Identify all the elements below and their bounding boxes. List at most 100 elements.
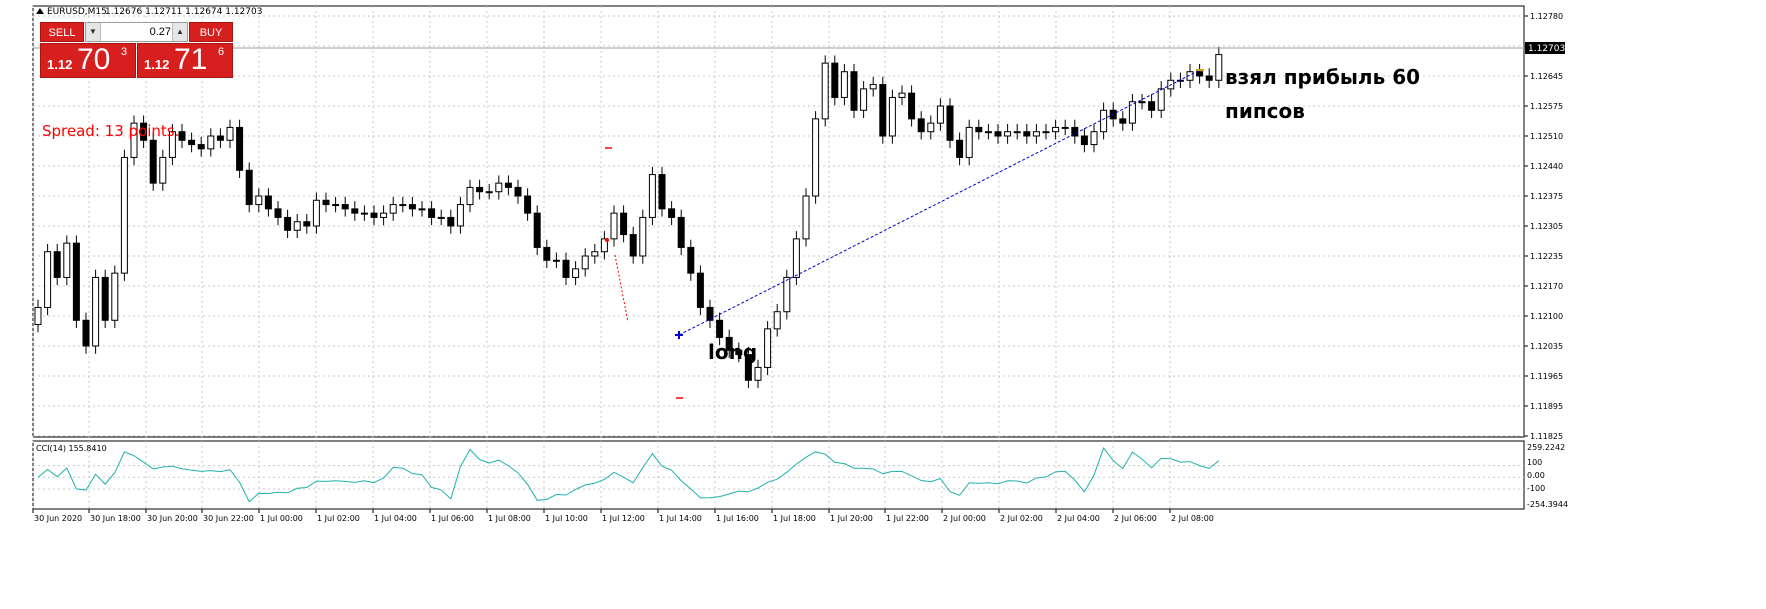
- sell-price-sup: 3: [121, 46, 128, 58]
- price-label: 1.11895: [1530, 402, 1563, 411]
- candle-body: [34, 306, 42, 326]
- time-label: 2 Jul 06:00: [1114, 514, 1157, 523]
- candle-body: [1205, 75, 1213, 81]
- candle-body: [245, 169, 253, 206]
- candle-body: [1215, 54, 1223, 81]
- sell-price-prefix: 1.12: [47, 57, 73, 72]
- candle-body: [495, 182, 503, 193]
- cci-scale-1: 100: [1527, 458, 1542, 467]
- candle-body: [831, 62, 839, 98]
- collapse-triangle-icon[interactable]: [36, 8, 44, 14]
- candle-body: [581, 255, 589, 270]
- candle-body: [716, 319, 724, 338]
- candle-body: [610, 212, 618, 240]
- candle-body: [264, 195, 272, 210]
- order-marker: [605, 238, 609, 242]
- candle-body: [1080, 135, 1088, 146]
- lot-decrease-icon[interactable]: ▼: [86, 23, 101, 41]
- candle-body: [600, 238, 608, 253]
- cci-scale-3: -100: [1527, 484, 1545, 493]
- time-label: 1 Jul 18:00: [773, 514, 816, 523]
- lot-size-input[interactable]: [101, 24, 173, 40]
- current-price-tag: [1525, 42, 1565, 54]
- candle-body: [53, 251, 61, 278]
- candle-body: [360, 212, 368, 215]
- order-line: [614, 254, 629, 323]
- time-label: 30 Jun 2020: [34, 514, 82, 523]
- candle-body: [754, 366, 762, 381]
- sell-price-button[interactable]: 1.12 70 3: [40, 43, 136, 78]
- spread-label: Spread: 13 points.: [42, 122, 179, 140]
- candle-body: [840, 71, 848, 98]
- sell-button[interactable]: SELL: [40, 22, 84, 42]
- time-label: 1 Jul 00:00: [260, 514, 303, 523]
- lot-increase-icon[interactable]: ▲: [172, 23, 187, 41]
- candle-body: [111, 272, 119, 321]
- candle-body: [706, 306, 714, 321]
- candle-body: [1061, 126, 1069, 129]
- candle-body: [351, 208, 359, 214]
- buy-price-button[interactable]: 1.12 71 6: [137, 43, 233, 78]
- candle-body: [168, 131, 176, 158]
- candle-body: [1004, 131, 1012, 137]
- price-label: 1.12035: [1530, 342, 1563, 351]
- candle-body: [380, 212, 388, 218]
- candle-body: [956, 139, 964, 158]
- candle-body: [284, 216, 292, 231]
- candle-body: [1090, 131, 1098, 146]
- candle-body: [735, 349, 743, 356]
- candle-body: [812, 118, 820, 197]
- candle-body: [869, 84, 877, 90]
- candle-body: [908, 92, 916, 120]
- price-axis: 1.127801.127101.126451.125751.125101.124…: [1524, 12, 1563, 441]
- buy-button[interactable]: BUY: [189, 22, 233, 42]
- candle-body: [82, 319, 90, 347]
- candle-body: [821, 62, 829, 120]
- candle-body: [552, 259, 560, 262]
- candle-body: [322, 199, 330, 206]
- time-label: 1 Jul 22:00: [886, 514, 929, 523]
- candle-body: [312, 199, 320, 227]
- time-label: 30 Jun 22:00: [203, 514, 254, 523]
- price-label: 1.11825: [1530, 432, 1563, 441]
- candle-body: [696, 272, 704, 308]
- candle-body: [946, 105, 954, 141]
- time-label: 1 Jul 04:00: [374, 514, 417, 523]
- candle-body: [792, 238, 800, 278]
- candle-body: [207, 135, 215, 150]
- lot-size-control: ▼ ▲: [85, 22, 188, 42]
- price-label: 1.12510: [1530, 132, 1563, 141]
- candle-body: [236, 126, 244, 171]
- candle-body: [533, 212, 541, 248]
- candle-body: [860, 88, 868, 111]
- candle-body: [476, 186, 484, 193]
- candle-body: [639, 216, 647, 257]
- candle-body: [975, 126, 983, 133]
- candle-body: [149, 139, 157, 184]
- candle-body: [1032, 131, 1040, 137]
- time-label: 30 Jun 18:00: [90, 514, 141, 523]
- main-chart-frame: [32, 5, 1525, 438]
- buy-price-big: 71: [174, 43, 208, 76]
- candle-body: [341, 204, 349, 210]
- time-label: 2 Jul 08:00: [1171, 514, 1214, 523]
- candle-body: [562, 259, 570, 278]
- candle-body: [293, 221, 301, 231]
- candle-body: [197, 144, 205, 150]
- one-click-trading-panel: SELL ▼ ▲ BUY 1.12 70 3 1.12 71 6: [40, 22, 233, 78]
- time-label: 30 Jun 20:00: [147, 514, 198, 523]
- candle-body: [620, 212, 628, 236]
- candle-body: [130, 122, 138, 158]
- candle-body: [399, 204, 407, 207]
- time-label: 2 Jul 00:00: [943, 514, 986, 523]
- buy-price-sup: 6: [218, 46, 225, 58]
- profit-label-line1: взял прибыль 60: [1225, 65, 1420, 89]
- candle-body: [456, 204, 464, 227]
- candle-body: [159, 156, 167, 184]
- candle-body: [629, 234, 637, 257]
- candle-body: [543, 246, 551, 261]
- candle-body: [101, 276, 109, 321]
- candle-body: [1100, 109, 1108, 133]
